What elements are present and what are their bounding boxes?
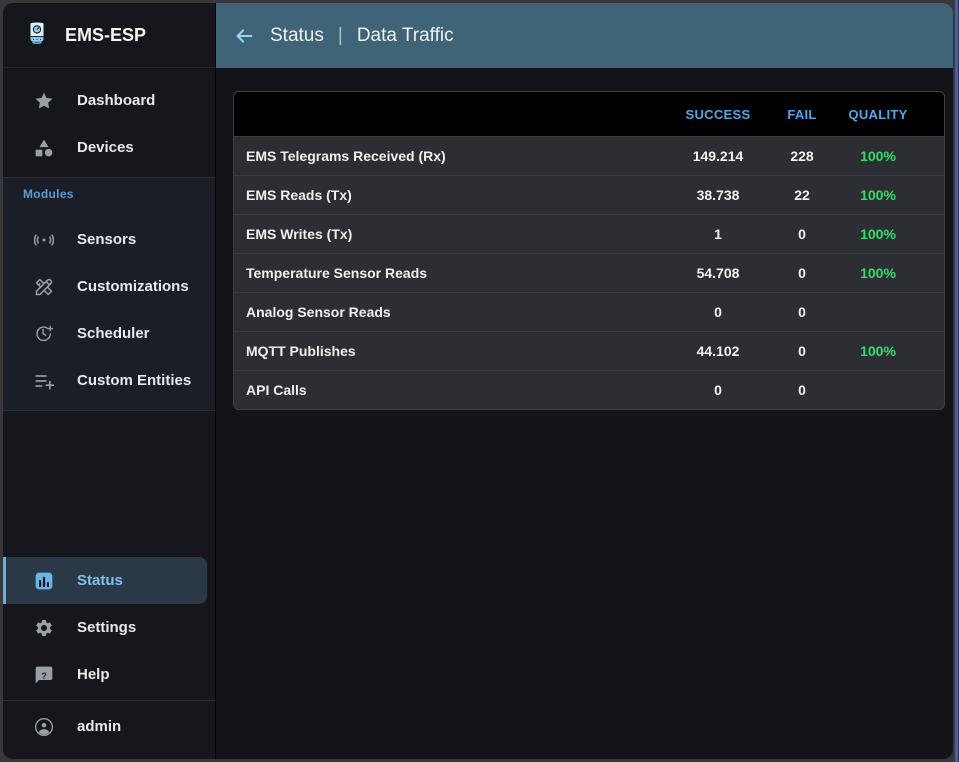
svg-text:?: ?	[41, 670, 47, 680]
